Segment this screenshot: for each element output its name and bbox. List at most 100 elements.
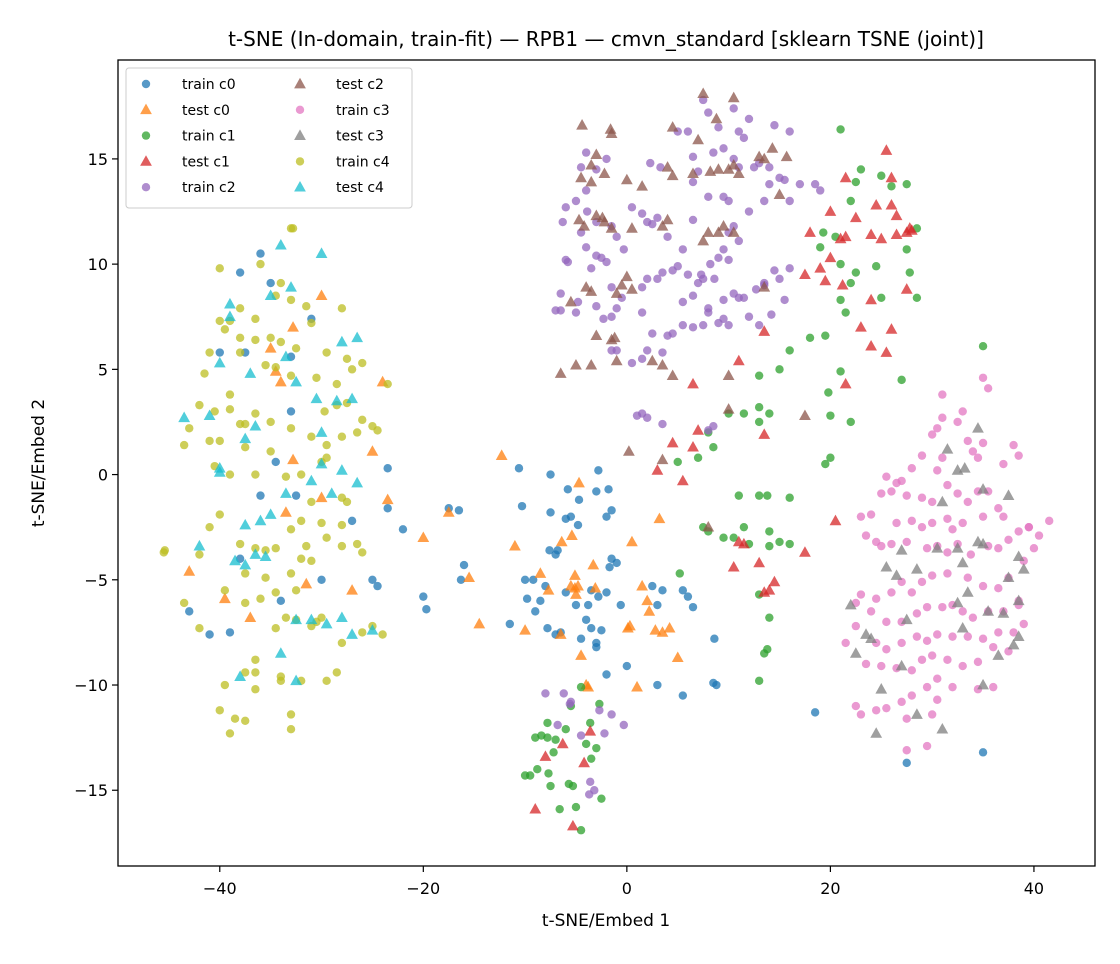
data-point	[992, 649, 1005, 660]
data-point	[251, 335, 260, 345]
data-point	[704, 108, 713, 117]
data-point	[602, 154, 611, 164]
data-point	[663, 621, 676, 633]
plot-frame	[117, 59, 1096, 867]
data-point	[676, 474, 689, 486]
data-point	[688, 215, 698, 225]
data-point	[877, 171, 886, 180]
data-point	[454, 506, 464, 515]
data-point	[732, 167, 745, 178]
data-point	[239, 432, 252, 444]
data-point	[799, 409, 811, 420]
y-tick-label: 5	[98, 360, 108, 379]
legend-marker	[295, 105, 305, 115]
data-point	[322, 348, 331, 357]
data-point	[442, 506, 455, 517]
data-point	[587, 754, 596, 763]
data-point	[933, 674, 942, 683]
data-point	[866, 607, 876, 616]
data-point	[576, 826, 586, 835]
data-point	[895, 544, 908, 555]
data-point	[322, 676, 331, 686]
data-point	[286, 525, 296, 534]
data-point	[917, 577, 927, 587]
data-point	[286, 295, 296, 305]
data-point	[179, 598, 189, 608]
data-point	[179, 440, 189, 450]
data-point	[856, 165, 866, 174]
data-point	[861, 531, 871, 540]
data-point	[819, 274, 832, 286]
data-point	[956, 556, 969, 568]
chart-title: t-SNE (In-domain, train-fit) — RPB1 — cm…	[228, 27, 984, 51]
data-point	[943, 480, 952, 490]
data-point	[509, 539, 521, 551]
data-point	[241, 419, 250, 429]
data-point	[744, 114, 754, 124]
series-train-c3	[841, 373, 1054, 755]
data-point	[902, 537, 911, 547]
data-point	[856, 710, 866, 719]
y-tick-label: 15	[88, 150, 108, 169]
data-point	[383, 379, 392, 389]
data-point	[648, 329, 657, 338]
data-point	[582, 207, 592, 216]
series-test-c2	[554, 87, 811, 532]
data-point	[693, 278, 703, 288]
data-point	[251, 668, 260, 677]
data-point	[933, 424, 942, 433]
data-point	[663, 331, 672, 340]
legend-label: test c4	[336, 180, 384, 196]
data-point	[271, 457, 280, 467]
data-point	[836, 259, 845, 269]
data-point	[567, 819, 579, 831]
data-point	[266, 278, 275, 288]
data-point	[875, 232, 888, 244]
data-point	[185, 424, 194, 433]
data-point	[637, 354, 647, 364]
data-point	[637, 209, 647, 218]
data-point	[877, 541, 886, 551]
data-point	[604, 123, 617, 134]
data-point	[683, 127, 693, 136]
data-point	[256, 491, 265, 500]
data-point	[249, 548, 262, 559]
data-point	[274, 238, 287, 250]
data-point	[765, 527, 774, 536]
data-point	[882, 645, 891, 654]
data-point	[564, 295, 577, 307]
data-point	[865, 340, 877, 351]
data-point	[358, 415, 367, 425]
data-point	[352, 428, 362, 437]
data-point	[235, 539, 245, 549]
data-point	[712, 226, 725, 237]
data-point	[994, 584, 1003, 593]
data-point	[286, 371, 296, 380]
data-point	[997, 607, 1010, 618]
data-point	[653, 274, 662, 284]
data-point	[666, 369, 679, 381]
data-point	[218, 592, 231, 604]
data-point	[417, 531, 430, 543]
data-point	[576, 119, 588, 130]
data-point	[581, 243, 591, 252]
data-point	[271, 623, 280, 633]
data-point	[722, 403, 735, 414]
data-point	[573, 520, 583, 530]
data-point	[178, 411, 191, 423]
data-point	[927, 710, 937, 719]
data-point	[568, 781, 578, 791]
data-point	[719, 314, 728, 324]
data-point	[563, 257, 573, 267]
data-point	[834, 232, 847, 244]
data-point	[687, 441, 699, 452]
data-point	[205, 348, 214, 357]
data-point	[978, 373, 988, 382]
data-point	[663, 232, 672, 241]
data-point	[555, 535, 568, 547]
data-point	[570, 588, 582, 599]
data-point	[758, 325, 771, 336]
data-point	[610, 354, 623, 366]
data-point	[729, 222, 738, 231]
data-point	[927, 497, 937, 507]
